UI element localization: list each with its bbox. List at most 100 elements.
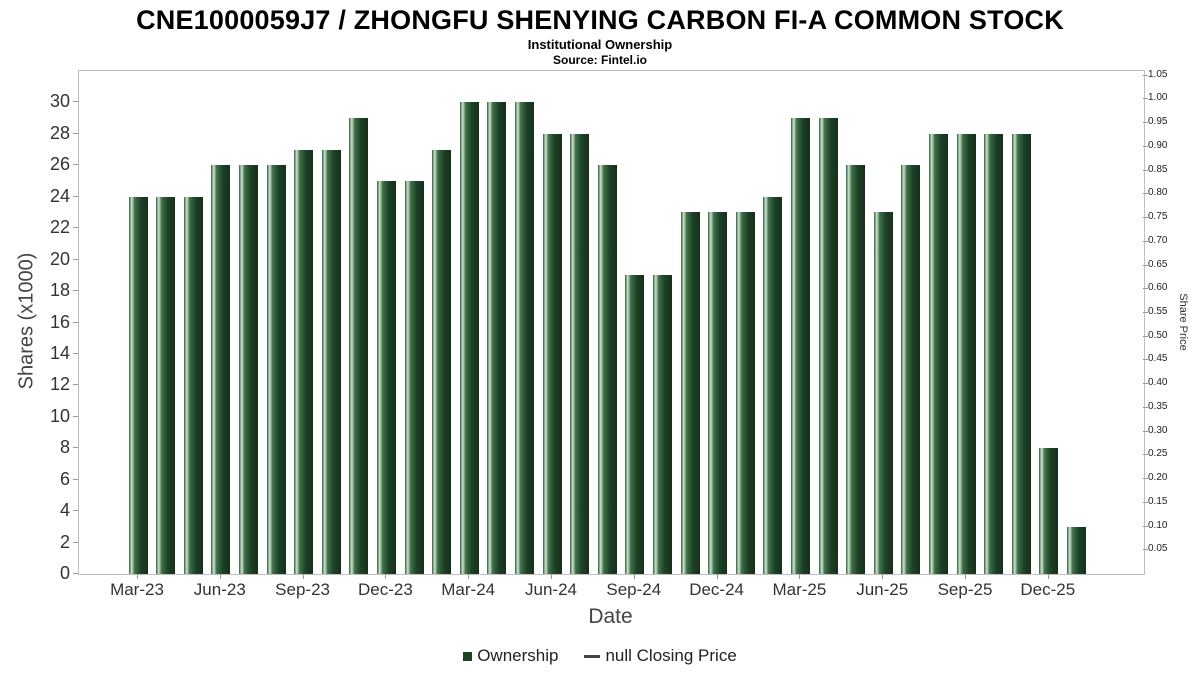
- y-axis-right-tick: [1143, 169, 1148, 171]
- y-axis-left-tick-label: 4: [59, 500, 70, 521]
- ownership-bar: [818, 118, 838, 574]
- y-axis-right-tick: [1143, 217, 1148, 219]
- y-axis-left-tick-label: 22: [49, 217, 70, 238]
- y-axis-left-tick: [73, 384, 78, 386]
- y-axis-right-tick: [1143, 98, 1148, 100]
- y-axis-right-tick-label: 0.90: [1148, 139, 1168, 151]
- ownership-bar: [542, 133, 562, 574]
- y-axis-left-tick: [73, 352, 78, 354]
- y-axis-right-tick-label: 0.55: [1148, 306, 1168, 317]
- legend-item-ownership[interactable]: Ownership: [463, 646, 558, 666]
- y-axis-left-tick-label: 20: [49, 248, 70, 269]
- y-axis-right-tick-label: 0.80: [1148, 187, 1168, 199]
- x-axis-tick-label: Mar-24: [441, 580, 496, 599]
- x-axis-tick-label: Mar-23: [110, 580, 164, 599]
- x-axis-tick-label: Sep-23: [275, 580, 330, 599]
- ownership-bar: [901, 165, 921, 574]
- ownership-bar: [956, 133, 976, 574]
- y-axis-right-tick: [1143, 454, 1148, 456]
- y-axis-right-tick-label: 0.75: [1148, 211, 1168, 223]
- y-axis-right-tick: [1143, 193, 1148, 195]
- y-axis-left-tick: [73, 195, 78, 197]
- legend-item-closing-price[interactable]: null Closing Price: [584, 646, 737, 666]
- y-axis-right-tick: [1143, 145, 1148, 147]
- y-axis-right-tick-label: 0.10: [1148, 519, 1168, 531]
- ownership-bar: [211, 165, 231, 574]
- chart-title: CNE1000059J7 / ZHONGFU SHENYING CARBON F…: [136, 5, 1064, 35]
- y-axis-right-tick-label: 0.45: [1148, 353, 1168, 365]
- chart-subtitle: Institutional Ownership: [527, 37, 673, 52]
- x-axis-tick-label: Jun-23: [193, 580, 246, 599]
- x-axis-tick: [882, 574, 884, 579]
- ownership-bar: [846, 165, 866, 574]
- y-axis-left-tick-label: 16: [49, 311, 70, 332]
- x-axis-tick-label: Jun-24: [525, 580, 577, 599]
- y-axis-left-tick: [73, 164, 78, 166]
- y-axis-right-tick: [1143, 478, 1148, 480]
- legend-label-ownership: Ownership: [477, 646, 559, 665]
- y-axis-left-tick: [73, 290, 78, 292]
- y-axis-right-tick-label: 0.40: [1148, 377, 1168, 389]
- ownership-bar: [514, 102, 534, 574]
- x-axis-tick-label: Dec-24: [689, 580, 744, 599]
- x-axis-tick: [468, 574, 470, 579]
- y-axis-right-tick-label: 0.65: [1148, 258, 1168, 270]
- ownership-bar: [321, 149, 341, 574]
- y-axis-right-tick: [1143, 74, 1148, 76]
- y-axis-right-tick: [1143, 525, 1148, 527]
- ownership-bar: [487, 102, 507, 574]
- x-axis-tick-label: Sep-24: [606, 580, 662, 599]
- x-axis-tick: [633, 574, 635, 579]
- y-axis-right-tick-label: 0.50: [1148, 329, 1168, 341]
- y-axis-right-tick: [1143, 288, 1148, 290]
- ownership-bar: [570, 133, 590, 574]
- y-axis-right-tick: [1143, 240, 1148, 242]
- x-axis-tick: [219, 574, 221, 579]
- ownership-bar: [928, 133, 948, 574]
- y-axis-left-tick: [73, 510, 78, 512]
- ownership-bar: [625, 275, 645, 574]
- y-axis-right-tick-label: 0.05: [1148, 543, 1168, 555]
- y-axis-left-tick-label: 24: [49, 185, 70, 206]
- ownership-swatch-icon: [463, 651, 473, 661]
- ownership-bar: [708, 212, 728, 574]
- y-axis-right-tick-label: 0.95: [1148, 116, 1168, 128]
- x-axis-tick: [137, 574, 138, 579]
- y-axis-left-tick-label: 12: [49, 374, 70, 395]
- y-axis-left-tick-label: 2: [59, 531, 70, 552]
- y-axis-right-tick: [1143, 383, 1148, 385]
- y-axis-right-tick: [1143, 264, 1148, 266]
- y-axis-left-tick: [73, 415, 78, 417]
- y-axis-right-tick-label: 1.05: [1148, 68, 1168, 80]
- ownership-bar: [294, 149, 314, 574]
- y-axis-right-tick: [1143, 335, 1148, 337]
- ownership-bar: [790, 118, 810, 574]
- y-axis-right-tick-label: 0.70: [1148, 234, 1168, 246]
- ownership-bar: [183, 196, 203, 574]
- legend: Ownership null Closing Price: [0, 646, 1200, 666]
- ownership-bar: [432, 149, 452, 574]
- y-axis-left-tick-label: 28: [49, 122, 70, 143]
- y-axis-left-tick: [73, 321, 78, 323]
- y-axis-right-tick: [1143, 312, 1148, 313]
- y-axis-right-tick-label: 0.60: [1148, 282, 1168, 294]
- y-axis-left-tick: [73, 478, 78, 480]
- y-axis-left-tick-label: 26: [49, 154, 70, 175]
- y-axis-right-tick-label: 0.15: [1148, 495, 1168, 507]
- closing-price-line-icon: [584, 654, 601, 658]
- y-axis-left-tick: [73, 258, 78, 260]
- y-axis-right-tick-label: 0.20: [1148, 472, 1168, 484]
- ownership-bar: [1011, 133, 1031, 574]
- y-axis-right-tick-label: 0.30: [1148, 424, 1168, 436]
- x-axis-tick: [799, 574, 801, 579]
- ownership-bar: [156, 196, 176, 574]
- ownership-bar: [652, 275, 672, 574]
- y-axis-left-tick: [73, 573, 78, 574]
- ownership-bar: [349, 118, 369, 574]
- y-axis-right-tick: [1143, 501, 1148, 503]
- y-axis-right-tick: [1143, 430, 1148, 432]
- y-axis-left-tick: [73, 101, 78, 103]
- y-axis-right-tick: [1143, 122, 1148, 124]
- x-axis-tick-label: Jun-25: [856, 580, 909, 599]
- y-axis-right-title: Share Price: [1177, 293, 1189, 351]
